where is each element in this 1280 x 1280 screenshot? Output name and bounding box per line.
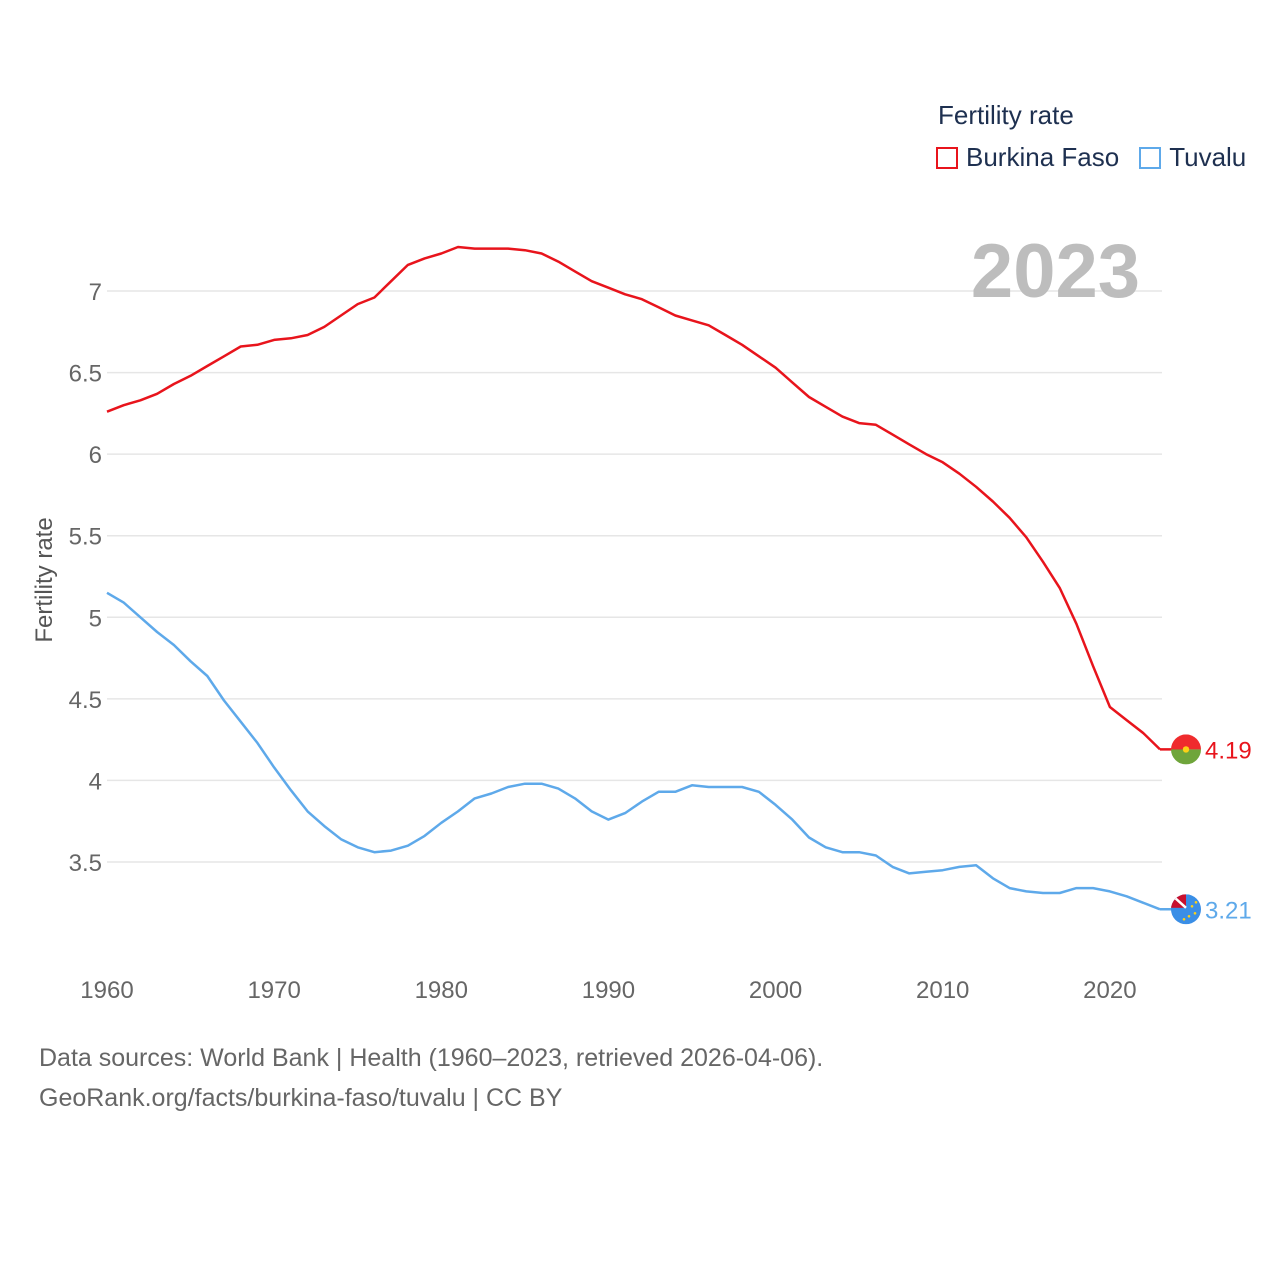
x-tick-label: 1960 [80, 977, 133, 1004]
y-tick-label: 5.5 [69, 524, 102, 551]
flag-icon-tuvalu [1171, 894, 1201, 925]
y-tick-label: 7 [89, 279, 102, 306]
flag-star [1187, 915, 1191, 918]
flag-star [1190, 905, 1194, 908]
legend-swatch-burkina-faso [936, 146, 958, 169]
x-tick-label: 1970 [247, 977, 300, 1004]
flag-star [1182, 746, 1190, 753]
legend-swatch-tuvalu [1139, 146, 1162, 169]
flag-star [1194, 901, 1198, 904]
source-line-2: GeoRank.org/facts/burkina-faso/tuvalu | … [39, 1084, 563, 1112]
y-tick-label: 4.5 [69, 687, 102, 714]
y-tick-labels: 3.5 4 4.5 5 5.5 6 6.5 7 [69, 279, 102, 877]
year-label: 2023 [970, 229, 1140, 314]
source-line-1: Data sources: World Bank | Health (1960–… [39, 1044, 824, 1072]
x-tick-label: 1980 [415, 977, 468, 1004]
flag-stripe-top [1171, 734, 1201, 750]
end-value-label-burkina-faso: 4.19 [1205, 737, 1252, 764]
legend: Burkina Faso Tuvalu [936, 142, 1266, 173]
x-tick-labels: 1960 1970 1980 1990 2000 2010 2020 [80, 977, 1136, 1004]
series-line-tuvalu [106, 591, 1161, 911]
series-lines [106, 245, 1161, 911]
legend-item-burkina-faso[interactable]: Burkina Faso [936, 142, 1119, 173]
legend-title: Fertility rate [938, 100, 1074, 130]
y-tick-label: 5 [89, 605, 102, 632]
legend-item-tuvalu[interactable]: Tuvalu [1139, 142, 1246, 173]
y-tick-label: 4 [89, 768, 102, 795]
y-tick-label: 6.5 [69, 361, 102, 388]
legend-label-tuvalu: Tuvalu [1169, 142, 1247, 172]
end-value-label-tuvalu: 3.21 [1205, 897, 1252, 924]
flag-icon-burkina-faso [1171, 734, 1201, 765]
end-markers: 4.19 3.21 [1160, 734, 1252, 925]
x-tick-label: 2020 [1083, 977, 1136, 1004]
x-tick-label: 2010 [916, 977, 969, 1004]
x-tick-label: 2000 [749, 977, 802, 1004]
y-tick-label: 3.5 [69, 850, 102, 877]
flag-body [1171, 734, 1201, 765]
y-tick-label: 6 [89, 442, 102, 469]
series-line-burkina-faso [106, 245, 1161, 751]
gridlines [107, 290, 1162, 863]
y-axis-label: Fertility rate [31, 517, 58, 642]
flag-star [1193, 912, 1197, 915]
flag-star [1182, 918, 1186, 921]
flag-body [1171, 894, 1201, 925]
x-tick-label: 1990 [582, 977, 635, 1004]
flag-stripe-bottom [1171, 749, 1201, 765]
legend-label-burkina-faso: Burkina Faso [966, 142, 1120, 172]
